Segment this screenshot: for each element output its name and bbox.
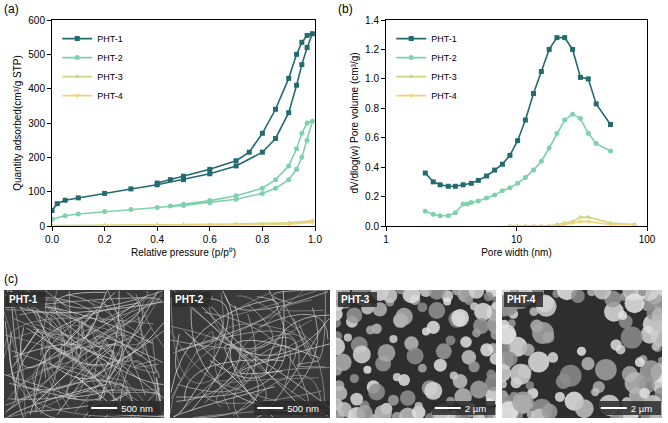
html-text:(b): (b) — [338, 2, 353, 16]
svg-text:1.0: 1.0 — [308, 234, 322, 245]
svg-text:10: 10 — [511, 234, 523, 245]
svg-text:Pore width (nm): Pore width (nm) — [481, 247, 552, 258]
svg-text:PHT-3: PHT-3 — [341, 294, 370, 305]
svg-text:PHT-2: PHT-2 — [97, 53, 123, 63]
svg-text:0: 0 — [39, 221, 45, 232]
svg-text:PHT-4: PHT-4 — [507, 294, 536, 305]
svg-text:600: 600 — [28, 15, 45, 26]
svg-text:0.8: 0.8 — [365, 103, 379, 114]
svg-text:0.6: 0.6 — [365, 132, 379, 143]
html-text:(a): (a) — [4, 2, 19, 16]
svg-text:100: 100 — [639, 234, 656, 245]
svg-text:PHT-4: PHT-4 — [431, 91, 457, 101]
html-text:(c): (c) — [4, 272, 18, 286]
svg-text:dV/dlog(w) Pore volume (cm³/g): dV/dlog(w) Pore volume (cm³/g) — [349, 52, 360, 193]
svg-text:PHT-3: PHT-3 — [97, 72, 123, 82]
svg-text:0.2: 0.2 — [365, 191, 379, 202]
svg-text:0.0: 0.0 — [45, 234, 59, 245]
svg-text:1.0: 1.0 — [365, 73, 379, 84]
svg-text:1.4: 1.4 — [365, 15, 379, 26]
svg-text:0.2: 0.2 — [98, 234, 112, 245]
svg-text:0.8: 0.8 — [255, 234, 269, 245]
svg-text:1: 1 — [383, 234, 389, 245]
svg-text:2 µm: 2 µm — [631, 403, 652, 414]
svg-text:Quantity adsorbed(cm³/g STP): Quantity adsorbed(cm³/g STP) — [12, 55, 23, 191]
svg-text:PHT-1: PHT-1 — [431, 34, 457, 44]
svg-text:500: 500 — [28, 49, 45, 60]
svg-text:1.2: 1.2 — [365, 44, 379, 55]
svg-text:2 µm: 2 µm — [465, 403, 486, 414]
svg-text:300: 300 — [28, 118, 45, 129]
svg-text:PHT-1: PHT-1 — [9, 294, 38, 305]
svg-text:500 nm: 500 nm — [287, 403, 319, 414]
svg-text:PHT-2: PHT-2 — [175, 294, 204, 305]
svg-text:Relative pressure (p/p⁰): Relative pressure (p/p⁰) — [131, 247, 236, 258]
svg-text:0.0: 0.0 — [365, 221, 379, 232]
svg-text:PHT-4: PHT-4 — [97, 91, 123, 101]
svg-text:PHT-1: PHT-1 — [97, 34, 123, 44]
svg-text:500 nm: 500 nm — [121, 403, 153, 414]
svg-text:0.4: 0.4 — [365, 162, 379, 173]
svg-text:400: 400 — [28, 83, 45, 94]
svg-text:0.6: 0.6 — [203, 234, 217, 245]
svg-text:PHT-2: PHT-2 — [431, 53, 457, 63]
svg-text:200: 200 — [28, 152, 45, 163]
svg-text:0.4: 0.4 — [150, 234, 164, 245]
svg-text:100: 100 — [28, 186, 45, 197]
svg-text:PHT-3: PHT-3 — [431, 72, 457, 82]
